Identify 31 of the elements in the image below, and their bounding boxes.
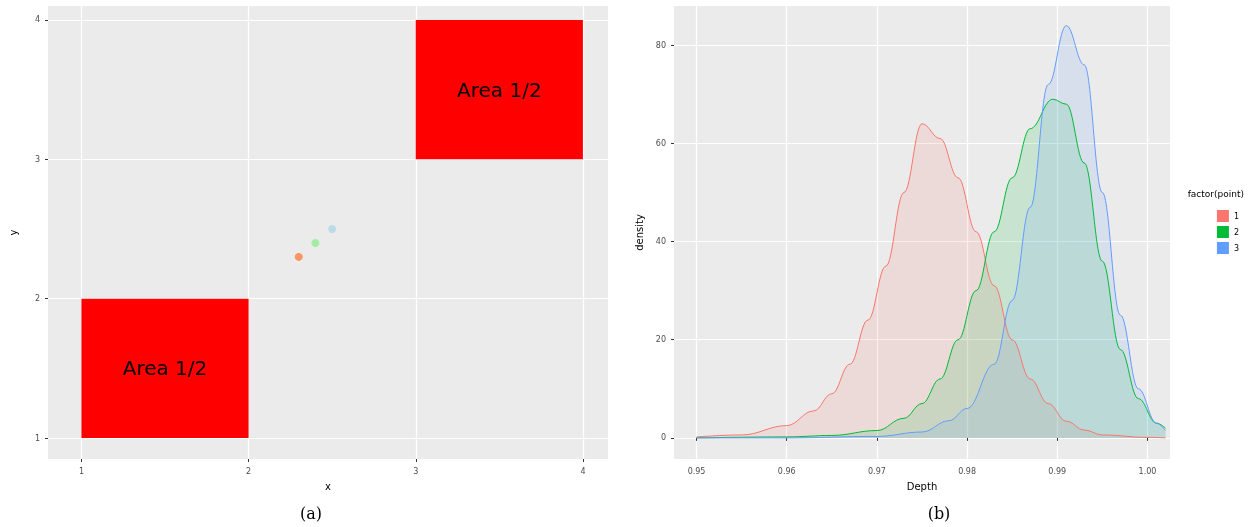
x-tick-label: 0.95 xyxy=(687,466,706,476)
y-axis-title: density xyxy=(633,214,645,251)
y-tick-label: 20 xyxy=(655,335,666,345)
y-tick-label: 1 xyxy=(34,433,40,443)
data-label: Area 1/2 xyxy=(122,356,208,381)
x-axis-title: x xyxy=(325,480,332,492)
y-tick-label: 2 xyxy=(34,294,40,304)
y-axis-title: y xyxy=(7,229,19,236)
x-tick-label: 2 xyxy=(246,466,252,476)
y-tick-label: 3 xyxy=(34,154,40,164)
legend-label: 2 xyxy=(1233,227,1239,237)
x-tick-label: 0.97 xyxy=(868,466,886,476)
text: (b) xyxy=(927,503,951,523)
x-tick-label: 1.00 xyxy=(1138,466,1157,476)
y-tick-label: 60 xyxy=(655,138,666,148)
text: (a) xyxy=(299,503,323,523)
x-tick-label: 0.96 xyxy=(777,466,796,476)
x-tick-label: 0.98 xyxy=(958,466,976,476)
legend-title: factor(point) xyxy=(1187,188,1244,199)
y-tick-label: 80 xyxy=(655,40,666,50)
data-label: Area 1/2 xyxy=(457,77,542,102)
x-axis-title: Depth xyxy=(906,480,938,492)
legend-label: 3 xyxy=(1233,243,1239,253)
y-tick-label: 4 xyxy=(34,15,40,25)
y-tick-label: 0 xyxy=(660,433,666,443)
y-tick-label: 40 xyxy=(655,237,666,247)
x-tick-label: 1 xyxy=(78,466,84,476)
x-tick-label: 0.99 xyxy=(1048,466,1067,476)
x-tick-label: 3 xyxy=(413,466,419,476)
legend-label: 1 xyxy=(1233,211,1239,221)
x-tick-label: 4 xyxy=(580,466,586,476)
